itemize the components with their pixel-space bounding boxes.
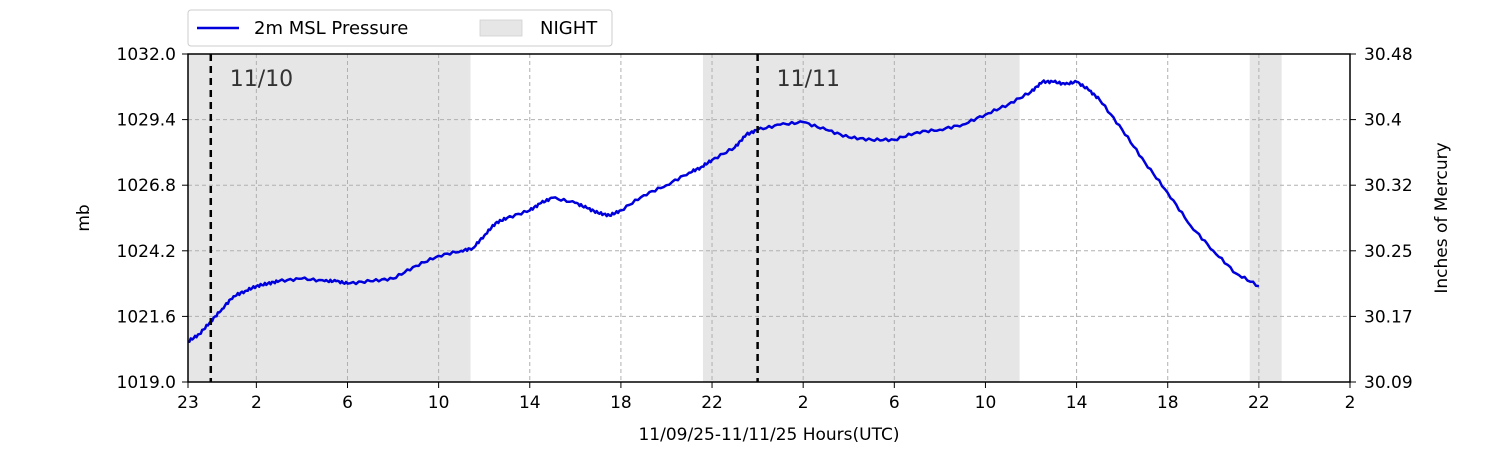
legend-night-swatch — [479, 19, 523, 37]
x-tick-label-2: 6 — [342, 393, 353, 413]
series-line-0 — [187, 79, 1260, 343]
y2-tick-label-1: 30.17 — [1364, 307, 1413, 327]
series-layer — [187, 79, 1260, 343]
y-tick-label-5: 1032.0 — [117, 45, 176, 65]
y2-tick-label-2: 30.25 — [1364, 242, 1413, 262]
night-period-0 — [188, 54, 471, 382]
night-period-2 — [1249, 54, 1282, 382]
x-tick-label-10: 14 — [1066, 393, 1088, 413]
x-tick-label-7: 2 — [798, 393, 809, 413]
x-tick-label-8: 6 — [889, 393, 900, 413]
y-tick-label-2: 1024.2 — [117, 242, 176, 262]
legend-box — [187, 9, 613, 47]
x-tick-label-9: 10 — [975, 393, 997, 413]
ticks: 23 2 6 10 14 18 22 2 6 10 14 18 22 21019.01021.61024.… — [117, 45, 1413, 413]
x-tick-label-11: 18 — [1157, 393, 1179, 413]
night-shading — [188, 54, 1282, 382]
y2-tick-label-0: 30.09 — [1364, 373, 1413, 393]
y2-tick-label-3: 30.32 — [1364, 176, 1413, 196]
y-axis-title: mb — [74, 204, 94, 231]
day-marker-label-0: 11/10 — [230, 67, 293, 92]
night-period-1 — [702, 54, 1020, 382]
x-tick-label-13: 2 — [1345, 393, 1356, 413]
y-tick-label-3: 1026.8 — [117, 176, 176, 196]
plot-frame — [187, 53, 1351, 383]
legend-night-label: NIGHT — [540, 18, 598, 39]
x-axis-title: 11/09/25-11/11/25 Hours(UTC) — [638, 425, 899, 445]
x-tick-label-5: 18 — [610, 393, 632, 413]
x-tick-label-4: 14 — [519, 393, 541, 413]
day-marker-label-1: 11/11 — [777, 67, 840, 92]
day-markers: 11/10 11/11 — [209, 54, 840, 382]
y2-axis-title: Inches of Mercury — [1432, 142, 1452, 293]
legend: 2m MSL Pressure NIGHT — [187, 9, 613, 47]
y2-tick-label-4: 30.4 — [1364, 111, 1402, 131]
y-tick-label-1: 1021.6 — [117, 307, 176, 327]
y2-tick-label-5: 30.48 — [1364, 45, 1413, 65]
y-tick-label-4: 1029.4 — [117, 111, 176, 131]
legend-series-label: 2m MSL Pressure — [254, 18, 408, 39]
x-tick-label-3: 10 — [428, 393, 450, 413]
x-tick-label-12: 22 — [1248, 393, 1270, 413]
y-tick-label-0: 1019.0 — [117, 373, 176, 393]
x-tick-label-1: 2 — [251, 393, 262, 413]
x-tick-label-0: 23 — [177, 393, 199, 413]
x-tick-label-6: 22 — [701, 393, 723, 413]
